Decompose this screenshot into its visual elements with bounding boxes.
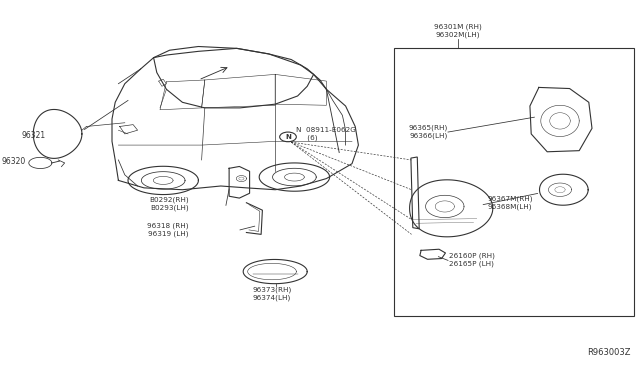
Text: 96320: 96320 [1,157,26,166]
Text: N: N [285,134,291,140]
Text: 96365(RH)
96366(LH): 96365(RH) 96366(LH) [409,125,448,139]
Text: B0292(RH)
B0293(LH): B0292(RH) B0293(LH) [149,196,189,211]
Text: 96321: 96321 [22,131,46,140]
Text: 96367M(RH)
96368M(LH): 96367M(RH) 96368M(LH) [488,196,533,210]
Text: R963003Z: R963003Z [587,348,630,357]
Text: 96301M (RH)
96302M(LH): 96301M (RH) 96302M(LH) [434,23,481,38]
Text: 26160P (RH)
26165P (LH): 26160P (RH) 26165P (LH) [449,252,495,266]
Text: 96373(RH)
96374(LH): 96373(RH) 96374(LH) [252,287,292,301]
Bar [394,48,634,316]
Text: N  08911-E062G
     (6): N 08911-E062G (6) [296,127,356,141]
Text: 96318 (RH)
96319 (LH): 96318 (RH) 96319 (LH) [147,222,189,237]
